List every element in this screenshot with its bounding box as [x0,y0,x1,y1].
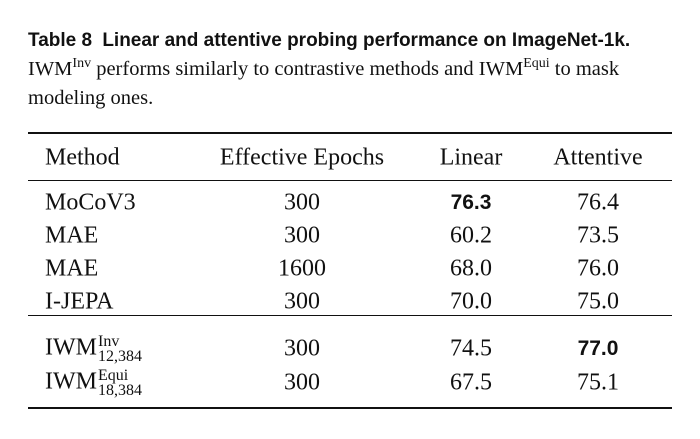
caption: Table 8 Linear and attentive probing per… [28,26,658,113]
value-cell: 300 [284,369,320,396]
value-cell: 68.0 [450,255,492,282]
method-cell: IWM Inv 12,384 [45,333,142,365]
value-cell: 77.0 [577,337,619,360]
header-cell: Attentive [553,144,643,171]
caption-text: IWM [478,58,524,80]
value-cell: 75.0 [577,288,619,315]
value-cell: 300 [284,288,320,315]
method-scripts: Inv 12,384 [97,333,142,365]
value-cell: 300 [284,222,320,249]
method-sup: Equi [97,367,129,384]
value-cell: 1600 [278,255,326,282]
table-label: Table 8 [28,30,93,51]
caption-text: performs similarly to contrastive method… [91,58,479,80]
method-name: IWM [45,334,97,361]
value-cell: 73.5 [577,222,619,249]
table-rule [28,315,672,317]
value-cell: 75.1 [577,369,619,396]
table-rule [28,407,672,409]
method-name: IWM [45,368,97,395]
method-cell: MoCoV3 [45,189,136,216]
caption-text: IWM [28,58,73,80]
value-cell: 76.0 [577,255,619,282]
value-cell: 76.3 [450,191,492,214]
method-cell: IWM Equi 18,384 [45,367,142,399]
caption-text: to mask modeling ones. [28,58,620,109]
method-cell: MAE [45,222,99,249]
method-sub: 12,384 [97,348,142,365]
method-cell: I-JEPA [45,288,114,315]
value-cell: 76.4 [577,189,619,216]
value-cell: 300 [284,335,320,362]
table-title: Linear and attentive probing performance… [102,30,631,51]
value-cell: 74.5 [450,335,492,362]
caption-sup: Inv [72,56,92,72]
header-cell: Method [45,144,120,171]
table-rule [28,180,672,182]
method-sub: 18,384 [97,382,142,399]
method-sup: Inv [97,333,120,350]
value-cell: 60.2 [450,222,492,249]
method-cell: MAE [45,255,99,282]
header-cell: Linear [439,144,503,171]
caption-sup: Equi [523,56,550,72]
header-cell: Effective Epochs [219,144,385,171]
value-cell: 300 [284,189,320,216]
value-cell: 67.5 [450,369,492,396]
value-cell: 70.0 [450,288,492,315]
method-scripts: Equi 18,384 [97,367,142,399]
table-rule [28,132,672,134]
